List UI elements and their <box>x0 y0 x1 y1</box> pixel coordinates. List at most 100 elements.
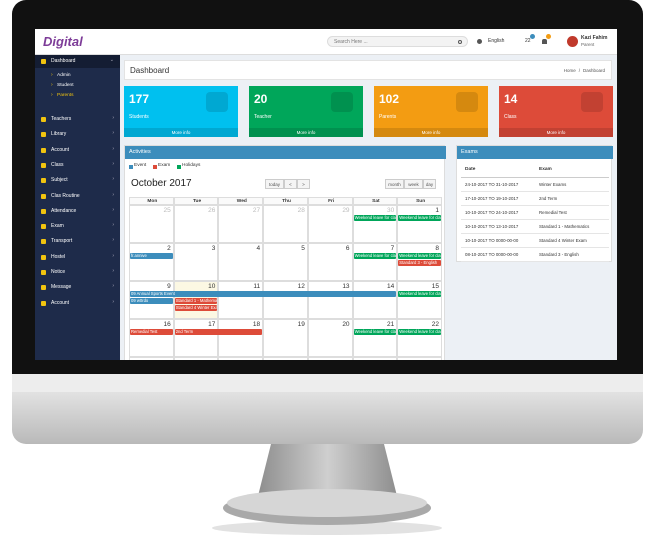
submenu-label: Parents <box>57 92 74 98</box>
calendar-button[interactable]: today <box>265 179 284 189</box>
calendar-event[interactable]: Weekend leave for clas <box>398 291 441 297</box>
calendar-event[interactable]: fr.annive <box>130 253 173 259</box>
submenu-item[interactable]: › Admin <box>51 73 111 81</box>
menu-item[interactable]: Library › <box>35 128 120 141</box>
breadcrumb-item[interactable]: Home <box>563 68 576 73</box>
calendar-button[interactable]: > <box>297 179 310 189</box>
day-cell: 22 <box>397 319 442 357</box>
day-number: 4 <box>256 245 261 252</box>
user-name[interactable]: Kazi Fahim <box>581 35 608 41</box>
calendar-button[interactable]: week <box>404 179 423 189</box>
event-label: Weekend leave for clas <box>399 253 441 258</box>
weekday-header: Wed <box>218 197 264 205</box>
stat-footer[interactable]: More info <box>249 128 363 137</box>
calendar-event[interactable]: Remedial Test <box>130 329 173 335</box>
menu-item[interactable]: Teachers › <box>35 113 120 126</box>
weekday-label: Mon <box>147 198 158 204</box>
event-label: Weekend leave for clas <box>399 215 441 220</box>
exam-cell: Winter Exams <box>539 182 567 187</box>
stat-label: Students <box>129 114 149 120</box>
menu-item[interactable]: Class › <box>35 159 120 172</box>
menu-item[interactable]: Dashboard ⌄ <box>35 55 120 68</box>
submenu-item[interactable]: › Parents <box>51 91 111 101</box>
menu-item[interactable]: Hostel › <box>35 251 120 264</box>
menu-item[interactable]: Account › <box>35 144 120 157</box>
chevron: › <box>112 145 114 152</box>
day-number: 9 <box>167 283 171 290</box>
menu-item[interactable]: Attendance › <box>35 205 120 218</box>
bullet: › <box>51 91 53 98</box>
stat-box: 14 Class More info <box>499 86 613 137</box>
event-label: Weekend leave for clas <box>354 215 397 220</box>
event-label: 09 w0rdo <box>131 298 149 303</box>
stat-footer[interactable]: More info <box>374 128 488 137</box>
stat-footer[interactable]: More info <box>124 128 238 137</box>
calendar-event[interactable]: 2nd Term <box>174 329 263 335</box>
calendar-event[interactable]: Weekend leave for clas <box>398 215 441 221</box>
calendar-button[interactable]: month <box>385 179 404 189</box>
legend-item: Holidays <box>177 163 201 170</box>
day-number: 7 <box>390 245 395 252</box>
day-cell: 12 <box>263 281 308 319</box>
menu-icon <box>41 254 46 260</box>
button-label: today <box>268 181 280 187</box>
menu-item[interactable]: Account › <box>35 297 120 310</box>
button-label: day <box>425 181 434 187</box>
stat-label: Parents <box>379 114 397 120</box>
month-title: October 2017 <box>131 178 192 189</box>
calendar-event[interactable]: Weekend leave for clas <box>353 215 397 221</box>
day-cell: 29 <box>307 205 353 243</box>
day-number: 2 <box>167 245 171 252</box>
day-cell: 11 <box>218 281 264 319</box>
menu-item[interactable]: Subject › <box>35 174 120 187</box>
legend-label: Event <box>134 163 147 168</box>
chevron: › <box>112 115 114 121</box>
calendar-event[interactable]: 09 Annual Sports Event <box>130 291 397 297</box>
button-label: month <box>388 181 401 187</box>
menu-item[interactable]: Message › <box>35 281 120 294</box>
day-cell: 25 <box>129 205 174 243</box>
exam-cell: Remedial Test <box>539 210 567 215</box>
calendar-event[interactable]: Weekend leave for clas <box>353 329 397 335</box>
breadcrumb-item[interactable]: Dashboard <box>582 68 605 73</box>
language[interactable]: English <box>488 38 505 44</box>
event-label: Standard 3 - English <box>399 260 438 265</box>
day-number: 27 <box>252 207 261 214</box>
weekday-label: Thu <box>282 198 291 204</box>
menu-label: Subject <box>51 177 68 184</box>
menu-label: Hostel <box>51 253 66 260</box>
event-label: Remedial Test <box>131 329 158 334</box>
menu-icon <box>41 270 46 275</box>
calendar-event[interactable]: Weekend leave for clas <box>398 329 441 335</box>
day-cell <box>307 357 353 360</box>
stat-footer[interactable]: More info <box>499 128 613 137</box>
notifications[interactable]: 22 <box>525 38 531 44</box>
day-number: 26 <box>208 207 216 214</box>
menu-item[interactable]: Exam › <box>35 220 120 233</box>
menu-item[interactable]: Clas Routine › <box>35 190 120 203</box>
calendar-button[interactable]: day <box>423 179 436 189</box>
menu-item[interactable]: Transport › <box>35 235 120 248</box>
weekday-header: Sat <box>352 197 398 205</box>
calendar-event[interactable]: Standard 3 - English <box>398 260 441 266</box>
calendar-event[interactable]: Weekend leave for clas <box>398 253 441 259</box>
divider <box>461 177 609 178</box>
stat-link: More info <box>421 129 441 135</box>
stat-box: 20 Teacher More info <box>249 86 363 137</box>
calendar-event[interactable]: 09 w0rdo <box>130 298 173 304</box>
submenu-item[interactable]: › Student <box>51 82 111 91</box>
chevron: › <box>112 268 114 274</box>
calendar-event[interactable]: Standard 1 - Mathemat <box>174 298 218 304</box>
menu-item[interactable]: Notice › <box>35 266 120 279</box>
day-number: 25 <box>163 207 171 214</box>
calendar-event[interactable]: Standard 4 Winter Exam <box>174 305 218 311</box>
day-number: 21 <box>387 321 395 328</box>
stat-icon <box>206 92 228 112</box>
calendar-event[interactable]: Weekend leave for clas <box>353 253 397 259</box>
day-cell <box>397 357 442 360</box>
day-cell: 30 <box>352 205 398 243</box>
calendar-button[interactable]: < <box>284 179 297 189</box>
search-box[interactable]: Search Here ... <box>327 36 468 47</box>
day-number: 18 <box>252 321 261 328</box>
panel-title: Activities <box>129 149 151 155</box>
